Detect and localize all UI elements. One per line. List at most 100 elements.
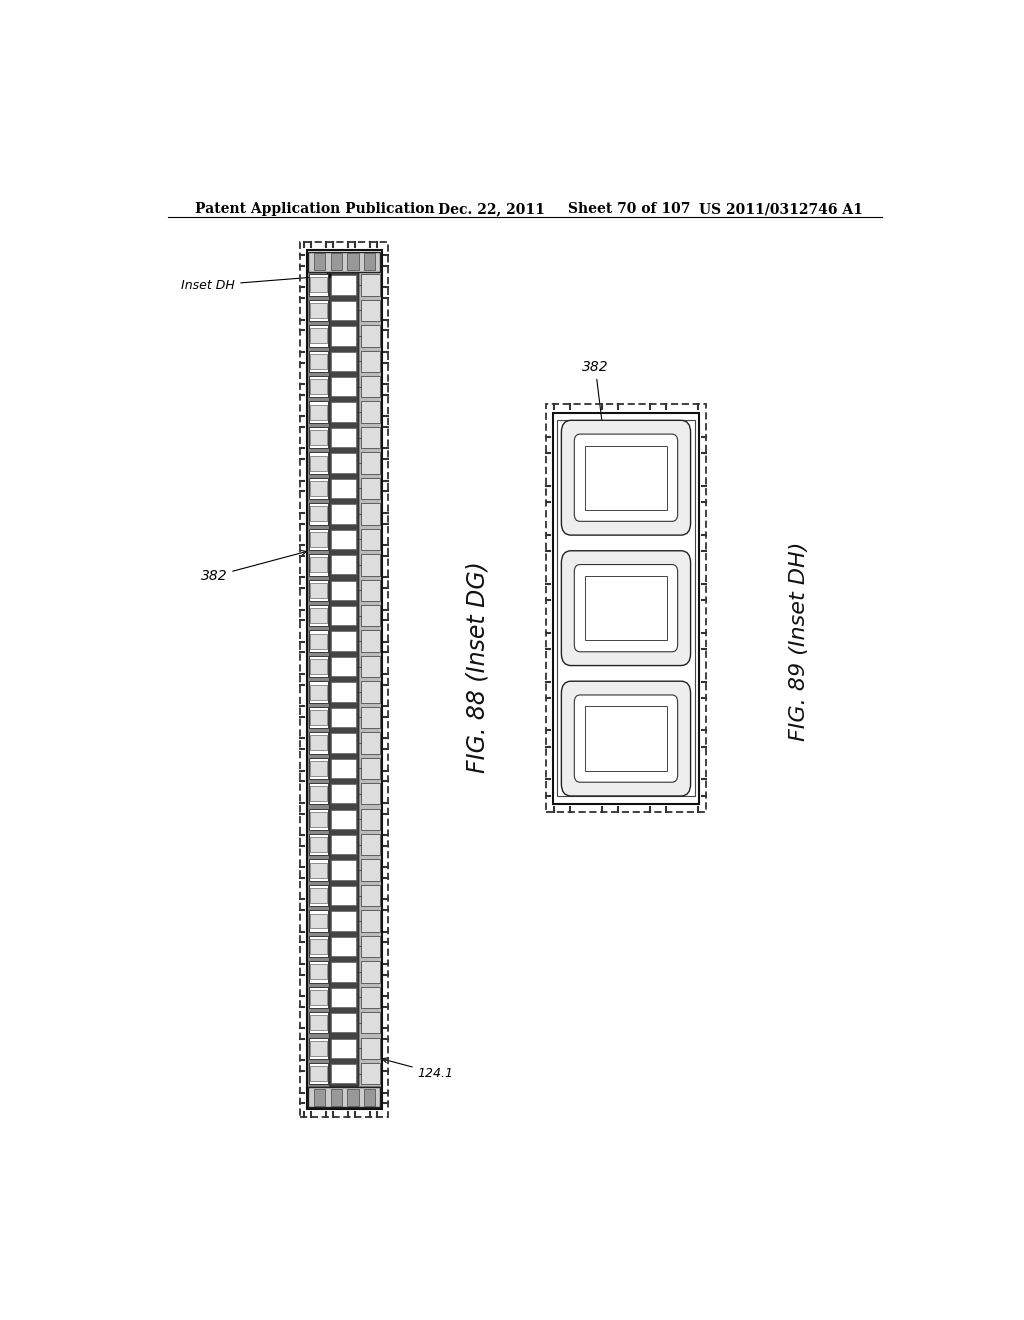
Bar [360, 631, 381, 652]
Bar [309, 579, 329, 601]
Bar [310, 965, 327, 979]
Bar [332, 403, 355, 422]
Text: Sheet 70 of 107: Sheet 70 of 107 [568, 202, 691, 216]
Bar [306, 249, 382, 1109]
Bar [309, 961, 329, 982]
Bar [309, 426, 329, 449]
Bar [332, 962, 355, 982]
Bar [310, 480, 327, 496]
Bar [309, 681, 329, 702]
Bar [310, 837, 327, 853]
Bar [332, 428, 355, 447]
Bar [310, 405, 327, 420]
Bar [360, 809, 381, 830]
Bar [332, 556, 355, 574]
Bar [309, 1063, 329, 1084]
Bar [332, 682, 355, 702]
Text: FIG. 89 (Inset DH): FIG. 89 (Inset DH) [788, 541, 809, 741]
Bar [332, 911, 355, 931]
Text: FIG. 88 (Inset DG): FIG. 88 (Inset DG) [465, 561, 489, 772]
Bar [364, 253, 375, 271]
Bar [360, 426, 381, 449]
Bar [332, 479, 355, 498]
Text: 382: 382 [582, 360, 608, 434]
Bar [332, 784, 355, 804]
Bar [309, 986, 329, 1008]
Bar [360, 401, 381, 422]
Bar [332, 581, 355, 599]
Bar [309, 325, 329, 347]
Bar [332, 529, 355, 549]
Bar [332, 378, 355, 396]
Bar [307, 272, 330, 1086]
Bar [310, 277, 327, 293]
Bar [360, 325, 381, 347]
Bar [553, 413, 699, 804]
Bar [309, 478, 329, 499]
Bar [309, 631, 329, 652]
Bar [360, 529, 381, 550]
Bar [309, 1012, 329, 1034]
Bar [309, 884, 329, 907]
Bar [332, 937, 355, 956]
Bar [300, 242, 388, 1117]
Bar [310, 507, 327, 521]
Bar [309, 554, 329, 576]
Bar [332, 504, 355, 524]
Bar [332, 1014, 355, 1032]
FancyBboxPatch shape [561, 681, 690, 796]
Bar [585, 706, 668, 771]
Bar [309, 529, 329, 550]
Bar [360, 351, 381, 372]
Bar [360, 859, 381, 880]
Bar [360, 758, 381, 779]
Bar [360, 453, 381, 474]
Bar [332, 733, 355, 752]
Text: Patent Application Publication: Patent Application Publication [196, 202, 435, 216]
Bar [310, 812, 327, 826]
FancyBboxPatch shape [574, 694, 678, 783]
Bar [360, 554, 381, 576]
Bar [360, 1012, 381, 1034]
Bar [309, 706, 329, 729]
Bar [309, 911, 329, 932]
Bar [332, 836, 355, 854]
Bar [360, 834, 381, 855]
Bar [310, 685, 327, 700]
Bar [332, 657, 355, 676]
Bar [308, 1086, 381, 1106]
Bar [332, 1039, 355, 1057]
Bar [332, 326, 355, 346]
Bar [331, 253, 342, 271]
Bar [347, 1089, 358, 1106]
Bar [309, 351, 329, 372]
Bar [332, 631, 355, 651]
Bar [360, 783, 381, 804]
Bar [332, 759, 355, 777]
Bar [310, 532, 327, 546]
Bar [310, 990, 327, 1005]
Bar [310, 863, 327, 878]
Text: Inset DH: Inset DH [181, 273, 333, 292]
Bar [332, 1064, 355, 1084]
Bar [310, 1015, 327, 1030]
Bar [309, 453, 329, 474]
Bar [332, 301, 355, 319]
Bar [309, 809, 329, 830]
Bar [310, 913, 327, 928]
Bar [360, 478, 381, 499]
Bar [309, 783, 329, 804]
Bar [310, 1067, 327, 1081]
Bar [360, 681, 381, 702]
Bar [310, 710, 327, 725]
Text: Dec. 22, 2011: Dec. 22, 2011 [437, 202, 545, 216]
Bar [314, 253, 326, 271]
Bar [332, 453, 355, 473]
Bar [360, 911, 381, 932]
Bar [332, 861, 355, 880]
Bar [358, 272, 381, 1086]
Bar [310, 354, 327, 368]
Bar [309, 401, 329, 422]
Bar [309, 758, 329, 779]
Text: US 2011/0312746 A1: US 2011/0312746 A1 [699, 202, 863, 216]
